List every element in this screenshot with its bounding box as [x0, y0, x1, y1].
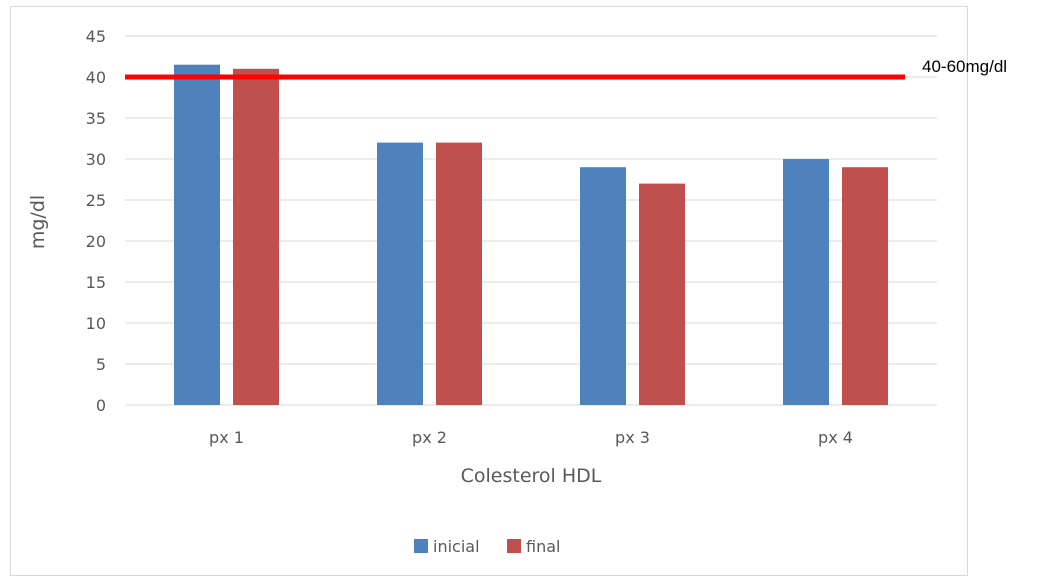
x-tick-label: px 1: [209, 428, 244, 447]
legend-label-final: final: [526, 537, 560, 556]
y-tick-label: 40: [86, 68, 106, 87]
legend-swatch-inicial: [414, 539, 428, 553]
y-tick-label: 15: [86, 273, 106, 292]
bar-final-1: [233, 68, 279, 406]
x-tick-label: px 2: [412, 428, 447, 447]
y-axis-title: mg/dl: [27, 195, 49, 249]
y-tick-label: 30: [86, 150, 106, 169]
legend-label-inicial: inicial: [433, 537, 480, 556]
y-tick-label: 5: [96, 355, 106, 374]
bar-inicial-3: [580, 167, 626, 405]
y-tick-label: 25: [86, 191, 106, 210]
bar-inicial-1: [174, 64, 220, 405]
reference-line-label: 40-60mg/dl: [922, 57, 1007, 76]
x-axis-title: Colesterol HDL: [461, 465, 602, 487]
y-tick-label: 0: [96, 396, 106, 415]
bar-final-4: [842, 167, 888, 405]
x-tick-label: px 3: [615, 428, 650, 447]
legend-swatch-final: [507, 539, 521, 553]
bar-final-2: [436, 142, 482, 405]
y-tick-label: 45: [86, 27, 106, 46]
legend: inicial final: [414, 537, 560, 556]
y-tick-label: 35: [86, 109, 106, 128]
y-tick-label: 10: [86, 314, 106, 333]
x-axis-ticks: px 1 px 2 px 3 px 4: [209, 428, 853, 447]
y-tick-label: 20: [86, 232, 106, 251]
bar-inicial-2: [377, 142, 423, 405]
x-tick-label: px 4: [818, 428, 853, 447]
bar-inicial-4: [783, 159, 829, 405]
bars: [174, 64, 888, 406]
y-axis-ticks: 0 5 10 15 20 25 30 35 40 45: [86, 27, 106, 415]
bar-final-3: [639, 183, 685, 405]
